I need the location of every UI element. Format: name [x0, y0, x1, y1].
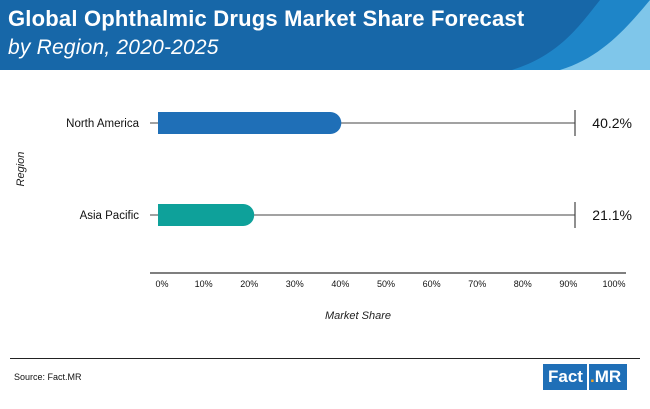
- x-tick-label: 40%: [331, 279, 349, 289]
- chart-title: Global Ophthalmic Drugs Market Share For…: [8, 6, 525, 31]
- x-tick-label: 80%: [514, 279, 532, 289]
- bar: [158, 112, 342, 134]
- chart-subtitle: by Region, 2020-2025: [8, 36, 219, 59]
- x-tick-label: 60%: [423, 279, 441, 289]
- x-tick-label: 90%: [559, 279, 577, 289]
- value-label: 21.1%: [592, 207, 632, 223]
- x-tick-label: 20%: [240, 279, 258, 289]
- header-background: [0, 0, 650, 70]
- logo-mr-text: MR: [594, 367, 622, 386]
- category-label: North America: [66, 118, 139, 130]
- logo-fact: Fact: [543, 364, 587, 390]
- bar: [158, 204, 255, 226]
- value-label: 40.2%: [592, 115, 632, 131]
- x-axis-label: Market Share: [325, 310, 391, 322]
- footer-divider: [10, 358, 640, 359]
- category-label: Asia Pacific: [80, 210, 140, 222]
- x-tick-label: 0%: [155, 279, 168, 289]
- source-text: Source: Fact.MR: [14, 372, 82, 382]
- logo-dot: .: [589, 367, 595, 386]
- logo-mr: .MR: [586, 364, 628, 390]
- y-axis-label: Region: [15, 152, 27, 187]
- x-tick-label: 10%: [195, 279, 213, 289]
- x-tick-label: 30%: [286, 279, 304, 289]
- x-tick-label: 70%: [468, 279, 486, 289]
- x-tick-label: 50%: [377, 279, 395, 289]
- header-banner: Global Ophthalmic Drugs Market Share For…: [0, 0, 650, 70]
- bar-chart: Region North America 40.2% Asia Pacific 21.1…: [15, 110, 632, 322]
- factmr-logo: Fact .MR: [543, 364, 628, 390]
- x-tick-label: 100%: [602, 279, 625, 289]
